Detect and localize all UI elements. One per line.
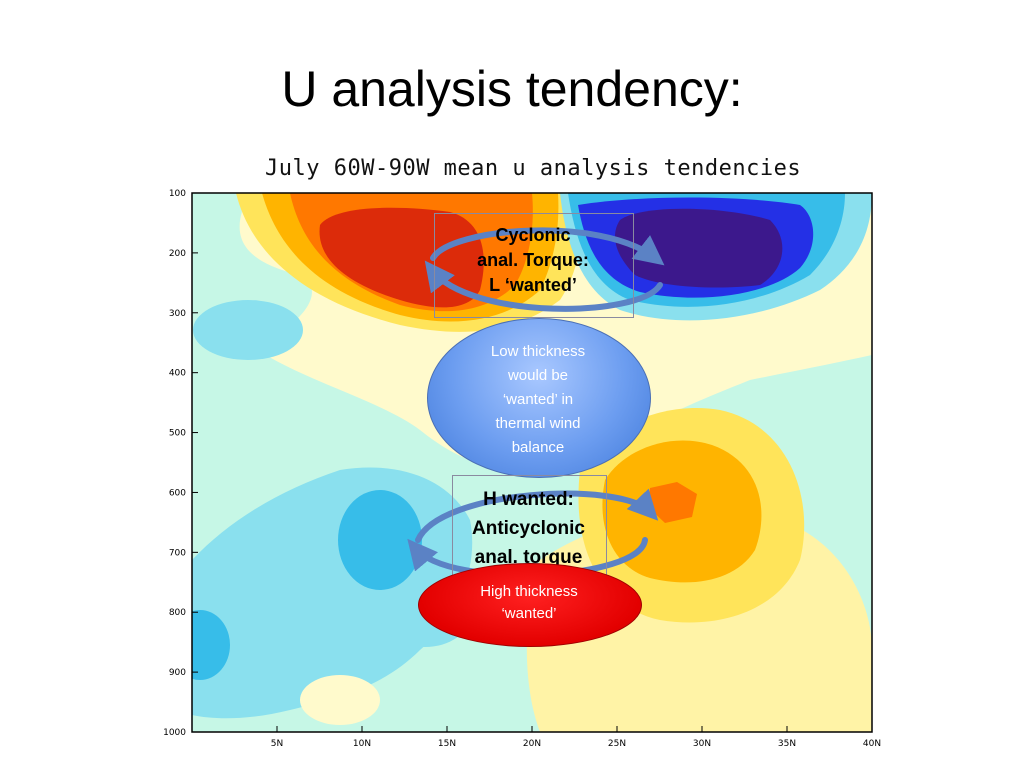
top-arrow-lower <box>424 260 663 312</box>
top-arrow-upper <box>430 227 665 266</box>
anticyclonic-line-2: Anticyclonic <box>472 518 585 539</box>
high-thickness-label: High thickness ‘wanted’ <box>430 581 628 625</box>
y-tick-label: 400 <box>169 369 186 379</box>
low-thickness-ellipse <box>427 318 651 478</box>
low-thickness-label: Low thickness would be ‘wanted’ in therm… <box>455 340 621 460</box>
x-tick-label: 15N <box>438 739 456 749</box>
figure-title: July 60W-90W mean u analysis tendencies <box>265 156 802 181</box>
y-tick-label: 100 <box>169 189 186 199</box>
y-tick-label: 800 <box>169 608 186 618</box>
cyclonic-torque-label: Cyclonic anal. Torque: L ‘wanted’ <box>434 223 632 298</box>
y-tick-label: 300 <box>169 309 186 319</box>
cyclonic-line-2: anal. Torque: <box>477 250 589 270</box>
high-thickness-ellipse <box>418 563 642 647</box>
axis-ticks: 5N 10N 15N 20N 25N 30N 35N 40N 100 200 300 400 500 60… <box>163 189 881 749</box>
x-tick-label: 5N <box>271 739 283 749</box>
slide-title: U analysis tendency: <box>281 61 743 117</box>
y-tick-label: 1000 <box>163 728 186 738</box>
y-tick-label: 200 <box>169 249 186 259</box>
x-tick-label: 35N <box>778 739 796 749</box>
low-line-5: balance <box>511 439 565 456</box>
anticyclonic-line-1: H wanted: <box>483 489 574 510</box>
y-tick-label: 600 <box>169 488 186 498</box>
x-tick-label: 25N <box>608 739 626 749</box>
y-tick-label: 900 <box>169 668 186 678</box>
cyclonic-line-1: Cyclonic <box>495 225 571 245</box>
x-tick-label: 20N <box>523 739 541 749</box>
anticyclonic-torque-label: H wanted: Anticyclonic anal. torque <box>452 485 605 572</box>
cyclonic-torque-box <box>434 213 634 318</box>
x-tick-label: 10N <box>353 739 371 749</box>
bottom-arrow-upper <box>415 488 659 543</box>
anticyclonic-line-3: anal. torque <box>474 547 583 568</box>
low-line-3: ‘wanted’ in <box>502 391 574 408</box>
x-tick-label: 30N <box>693 739 711 749</box>
low-line-2: would be <box>507 367 569 384</box>
low-line-1: Low thickness <box>490 343 586 360</box>
high-line-2: ‘wanted’ <box>501 605 557 622</box>
high-line-1: High thickness <box>480 583 578 600</box>
cyclonic-line-3: L ‘wanted’ <box>489 275 577 295</box>
low-line-4: thermal wind <box>495 415 581 432</box>
x-tick-label: 40N <box>863 739 881 749</box>
y-tick-label: 500 <box>169 429 186 439</box>
y-tick-label: 700 <box>169 548 186 558</box>
